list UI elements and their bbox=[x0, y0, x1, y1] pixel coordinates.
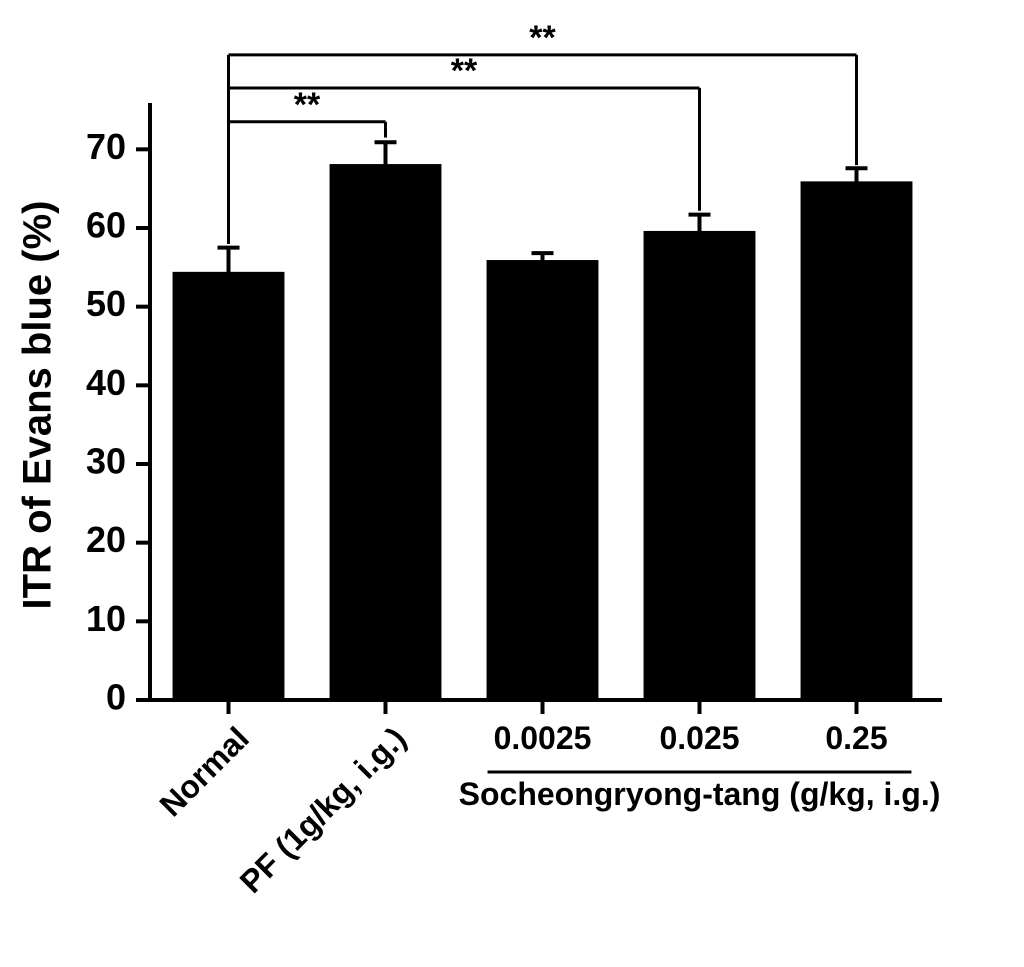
bar bbox=[802, 182, 912, 700]
y-tick-label: 0 bbox=[106, 677, 126, 718]
y-tick-label: 40 bbox=[86, 362, 126, 403]
sig-label: ** bbox=[451, 52, 478, 90]
bar bbox=[331, 165, 441, 700]
bar bbox=[645, 232, 755, 700]
y-tick-label: 70 bbox=[86, 126, 126, 167]
y-tick-label: 60 bbox=[86, 205, 126, 246]
group-label: Socheongryong-tang (g/kg, i.g.) bbox=[459, 776, 941, 812]
y-tick-label: 50 bbox=[86, 283, 126, 324]
x-tick-label: 0.025 bbox=[659, 720, 739, 756]
x-tick-label: 0.0025 bbox=[494, 720, 592, 756]
y-tick-label: 10 bbox=[86, 598, 126, 639]
bar bbox=[174, 273, 284, 700]
y-tick-label: 30 bbox=[86, 441, 126, 482]
bar bbox=[488, 261, 598, 700]
chart-svg: 010203040506070ITR of Evans blue (%)Norm… bbox=[0, 0, 1024, 967]
x-tick-label: 0.25 bbox=[825, 720, 887, 756]
bar-chart: 010203040506070ITR of Evans blue (%)Norm… bbox=[0, 0, 1024, 967]
sig-label: ** bbox=[529, 19, 556, 57]
sig-label: ** bbox=[294, 86, 321, 124]
y-axis-label: ITR of Evans blue (%) bbox=[16, 201, 60, 610]
y-tick-label: 20 bbox=[86, 519, 126, 560]
